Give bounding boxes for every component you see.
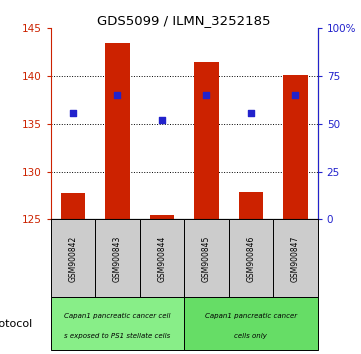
Text: s exposed to PS1 stellate cells: s exposed to PS1 stellate cells <box>64 332 170 339</box>
Bar <box>283 75 308 219</box>
Text: GSM900844: GSM900844 <box>157 235 166 282</box>
Bar <box>61 193 85 219</box>
Bar <box>105 43 130 219</box>
Point <box>292 92 298 98</box>
Bar <box>194 62 219 219</box>
Text: GSM900842: GSM900842 <box>68 235 77 281</box>
Point <box>159 117 165 123</box>
Text: cells only: cells only <box>234 333 268 338</box>
Text: GSM900847: GSM900847 <box>291 235 300 282</box>
FancyBboxPatch shape <box>184 297 318 350</box>
Title: GDS5099 / ILMN_3252185: GDS5099 / ILMN_3252185 <box>97 14 271 27</box>
Bar <box>149 215 174 219</box>
Point <box>70 110 76 116</box>
Text: GSM900845: GSM900845 <box>202 235 211 282</box>
Point <box>248 110 254 116</box>
FancyBboxPatch shape <box>140 219 184 297</box>
Text: Capan1 pancreatic cancer cell: Capan1 pancreatic cancer cell <box>64 313 171 319</box>
FancyBboxPatch shape <box>51 297 184 350</box>
Text: GSM900846: GSM900846 <box>247 235 255 282</box>
Point <box>204 92 209 98</box>
Point <box>114 92 120 98</box>
Text: GSM900843: GSM900843 <box>113 235 122 282</box>
FancyBboxPatch shape <box>273 219 318 297</box>
Bar <box>239 192 263 219</box>
FancyBboxPatch shape <box>51 219 95 297</box>
Text: protocol: protocol <box>0 319 33 329</box>
FancyBboxPatch shape <box>95 219 140 297</box>
Text: Capan1 pancreatic cancer: Capan1 pancreatic cancer <box>205 313 297 319</box>
FancyBboxPatch shape <box>184 219 229 297</box>
FancyBboxPatch shape <box>229 219 273 297</box>
